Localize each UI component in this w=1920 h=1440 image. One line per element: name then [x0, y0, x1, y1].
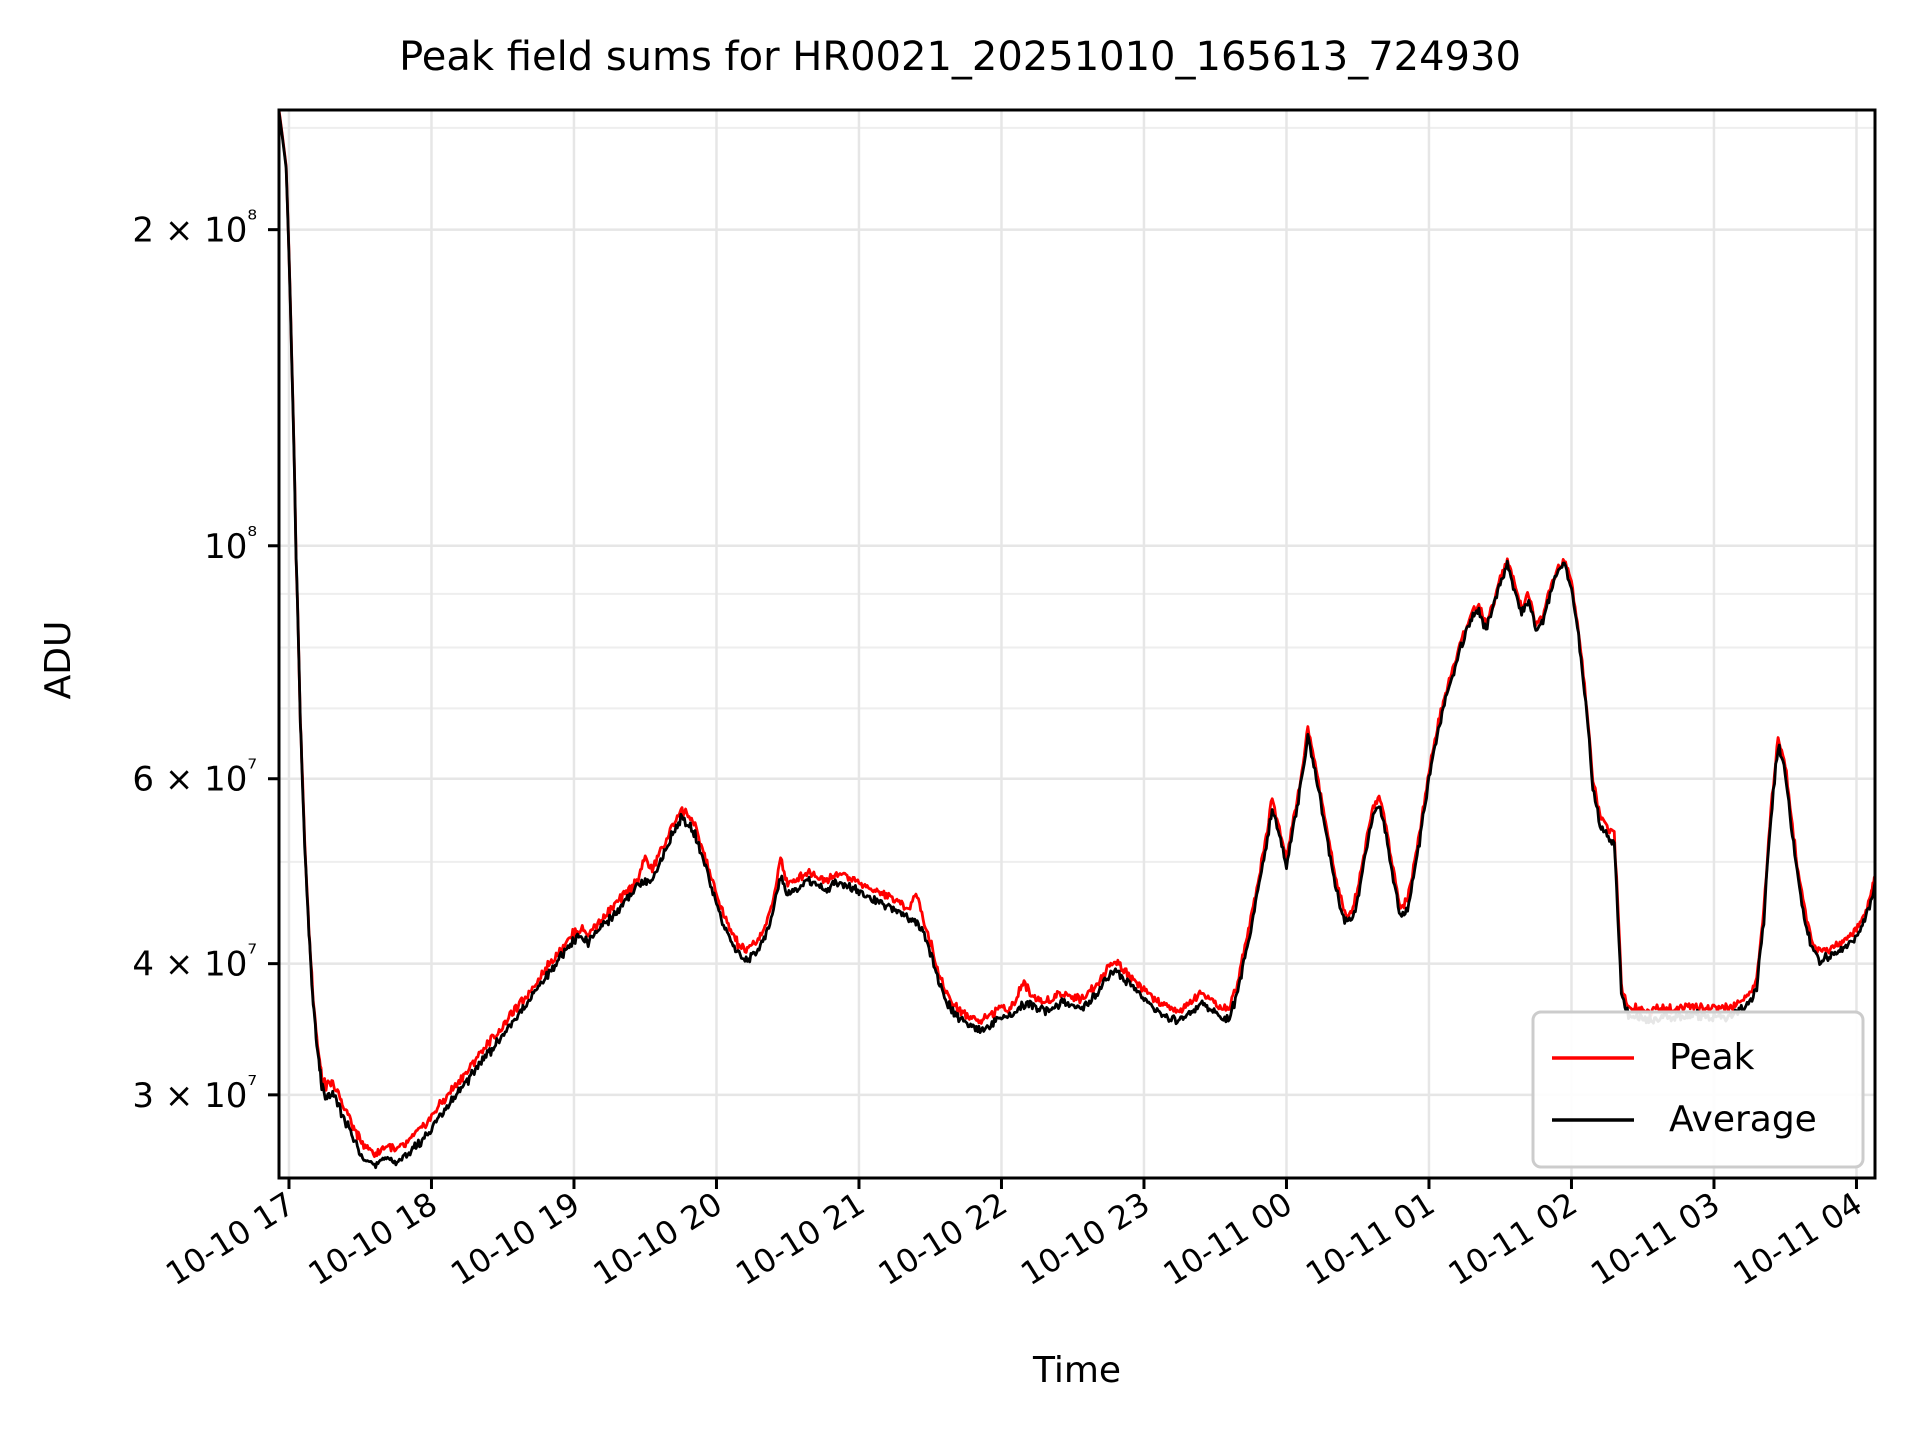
chart-title: Peak field sums for HR0021_20251010_1656… — [399, 34, 1521, 80]
data-series-layer — [279, 110, 1875, 1170]
legend-label-peak[interactable]: Peak — [1669, 1037, 1755, 1078]
x-tick-label: 10-10 19 — [444, 1185, 586, 1293]
x-tick-label: 10-11 02 — [1442, 1185, 1584, 1293]
x-tick-label: 10-10 20 — [587, 1185, 729, 1293]
x-tick-label: 10-10 17 — [159, 1185, 301, 1293]
legend-box — [1531, 1010, 1865, 1169]
x-tick-label: 10-11 00 — [1157, 1185, 1299, 1293]
y-axis-label: ADU — [38, 621, 79, 700]
legend-label-average[interactable]: Average — [1669, 1099, 1817, 1140]
y-tick-label: 6 × 10⁷ — [132, 755, 257, 800]
x-tick-label: 10-10 22 — [872, 1185, 1014, 1293]
x-tick-label: 10-10 21 — [729, 1185, 871, 1293]
axis-spines — [277, 108, 1877, 1180]
series-line-peak — [279, 110, 1875, 1159]
y-tick-label: 2 × 10⁸ — [132, 206, 257, 251]
y-tick-label: 4 × 10⁷ — [132, 940, 257, 985]
y-axis-ticks: 2 × 10⁸ 10⁸ 6 × 10⁷ 4 × 10⁷ 3 × 10⁷ — [132, 206, 279, 1116]
x-tick-label: 10-10 18 — [302, 1185, 444, 1293]
x-tick-label: 10-11 01 — [1299, 1185, 1441, 1293]
chart-legend[interactable]: Peak Average — [1531, 1010, 1865, 1169]
x-axis-label: Time — [1032, 1350, 1121, 1391]
series-line-average — [279, 110, 1875, 1170]
x-tick-label: 10-10 23 — [1014, 1185, 1156, 1293]
y-tick-label: 10⁸ — [204, 522, 257, 567]
x-tick-label: 10-11 04 — [1727, 1185, 1869, 1293]
grid-lines — [279, 110, 1875, 1178]
x-tick-label: 10-11 03 — [1584, 1185, 1726, 1293]
x-axis-ticks: 10-10 17 10-10 18 10-10 19 10-10 20 10-10 21… — [159, 1178, 1869, 1293]
y-tick-label: 3 × 10⁷ — [132, 1071, 257, 1116]
